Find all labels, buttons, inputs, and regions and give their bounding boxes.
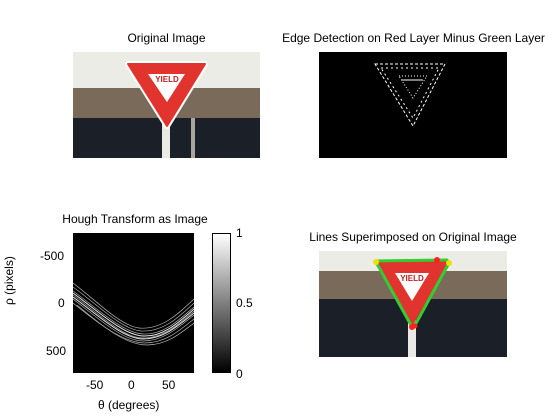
sign-text: YIELD bbox=[155, 75, 179, 84]
original-image: YIELD bbox=[73, 52, 260, 158]
hough-xtick-3: 50 bbox=[162, 378, 176, 392]
colorbar-tick-1: 1 bbox=[236, 226, 243, 240]
hough-ytick-1: -500 bbox=[40, 249, 65, 263]
colorbar-tick-3: 0 bbox=[236, 367, 243, 381]
hough-transform-image bbox=[73, 233, 194, 373]
hough-xtick-1: -50 bbox=[86, 378, 104, 392]
hough-xtick-2: 0 bbox=[128, 378, 135, 392]
hough-xlabel: θ (degrees) bbox=[98, 398, 160, 412]
hough-ylabel: ρ (pixels) bbox=[2, 256, 16, 305]
panel1-title: Original Image bbox=[127, 31, 206, 45]
panel3-title: Hough Transform as Image bbox=[62, 212, 208, 226]
colorbar bbox=[212, 233, 231, 373]
lines-superimposed-image: YIELD bbox=[319, 251, 507, 357]
sign-text-overlay: YIELD bbox=[400, 274, 424, 283]
panel2-title: Edge Detection on Red Layer Minus Green … bbox=[282, 31, 545, 45]
panel4-title: Lines Superimposed on Original Image bbox=[309, 230, 517, 244]
edge-detection-image bbox=[319, 52, 507, 158]
colorbar-tick-2: 0.5 bbox=[236, 296, 253, 310]
hough-ytick-2: 0 bbox=[58, 296, 65, 310]
hough-ytick-3: 500 bbox=[46, 344, 67, 358]
